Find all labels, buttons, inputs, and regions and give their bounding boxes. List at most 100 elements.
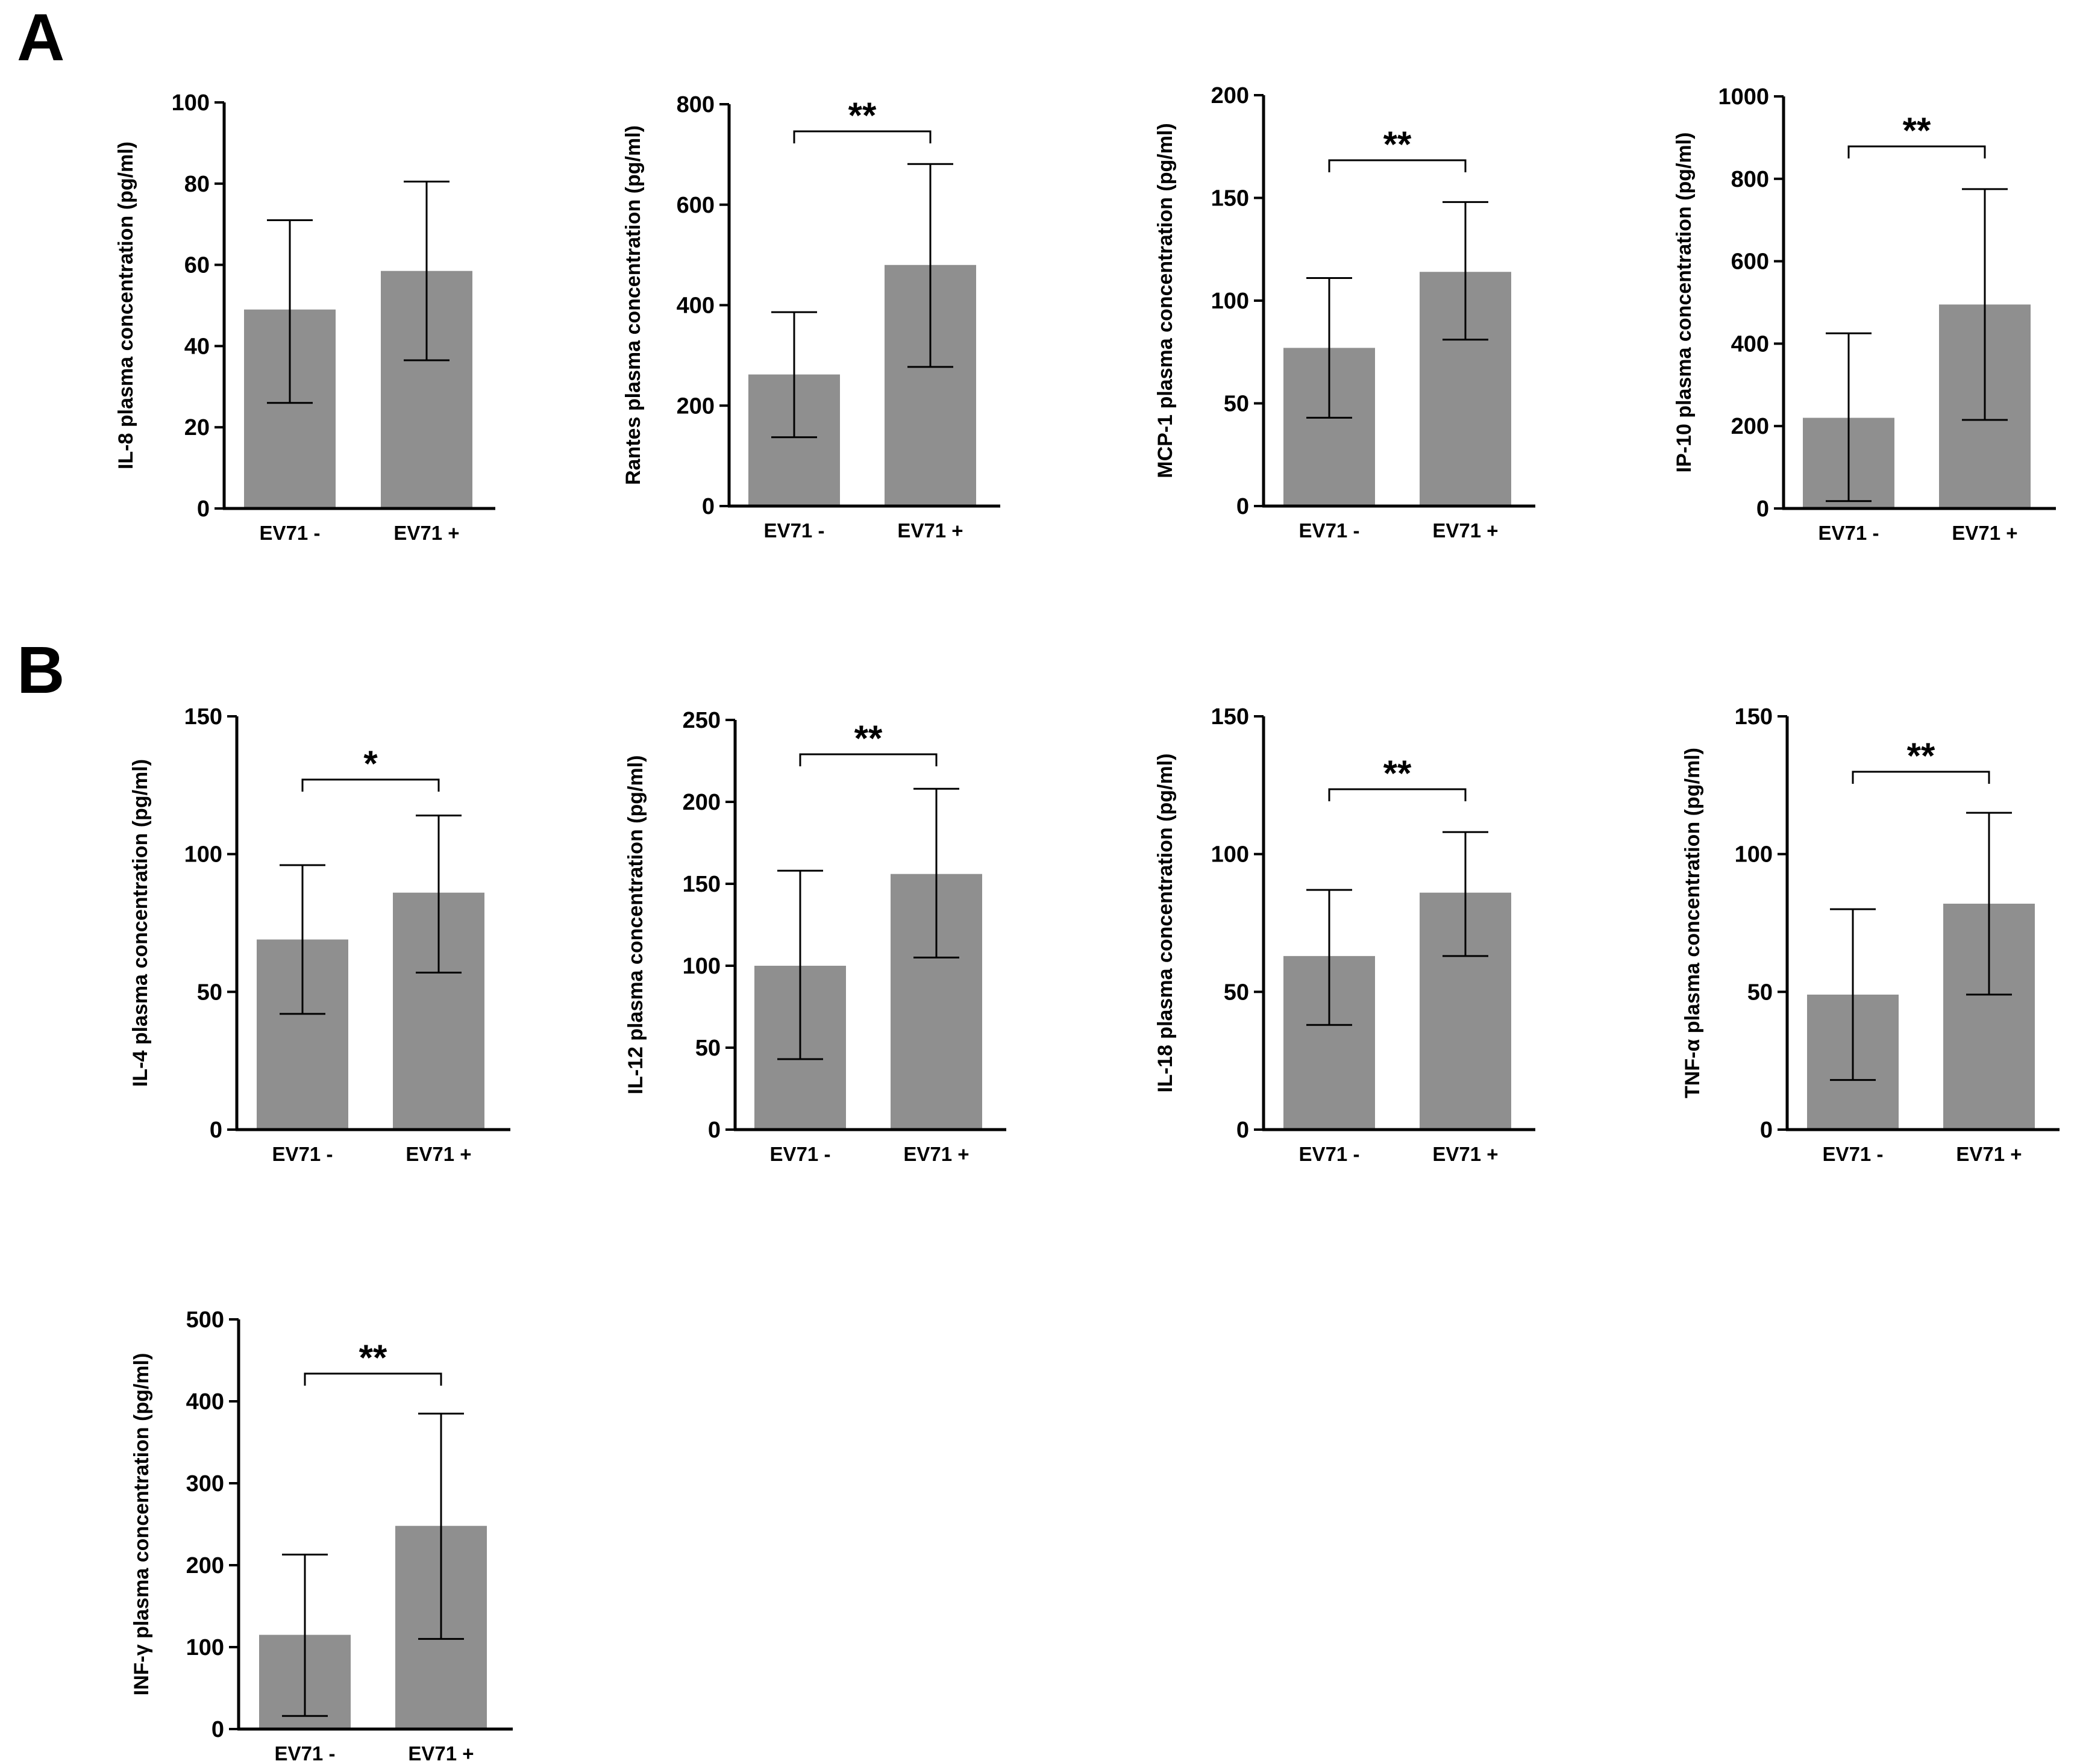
y-tick-label: 0 bbox=[1236, 494, 1249, 519]
y-tick-label: 100 bbox=[1211, 842, 1249, 868]
y-tick-label: 0 bbox=[211, 1717, 224, 1742]
y-tick-label: 200 bbox=[186, 1553, 224, 1578]
y-tick-label: 80 bbox=[184, 172, 210, 197]
chart-4: EV71 - EV71 + 0 200 400 600 800 1000 IP-10 plasm… bbox=[1673, 84, 2056, 544]
category-label: EV71 - bbox=[1299, 1143, 1360, 1165]
y-tick-label: 0 bbox=[708, 1118, 721, 1143]
significance-label: ** bbox=[1383, 124, 1412, 164]
y-tick-label: 1000 bbox=[1718, 84, 1769, 110]
y-tick-label: 150 bbox=[1211, 186, 1249, 211]
chart-2: EV71 - EV71 + 0 200 400 600 800 Rantes plasma c… bbox=[622, 92, 1000, 542]
category-label: EV71 + bbox=[897, 519, 963, 542]
chart-9: EV71 - EV71 + 0 100 200 300 400 500 INF-γ plasma… bbox=[130, 1307, 513, 1764]
y-tick-label: 200 bbox=[1211, 83, 1249, 108]
y-tick-label: 50 bbox=[1224, 392, 1249, 417]
y-axis-label: TNF-α plasma concentration (pg/ml) bbox=[1681, 748, 1704, 1098]
y-tick-label: 100 bbox=[1735, 842, 1773, 868]
y-tick-label: 800 bbox=[677, 92, 715, 117]
y-axis-label: IL-8 plasma concentration (pg/ml) bbox=[114, 142, 137, 469]
y-tick-label: 0 bbox=[1760, 1118, 1773, 1143]
y-tick-label: 50 bbox=[695, 1036, 721, 1061]
y-tick-label: 0 bbox=[197, 496, 210, 522]
significance-label: ** bbox=[1907, 736, 1935, 776]
y-tick-label: 200 bbox=[677, 393, 715, 419]
category-label: EV71 + bbox=[406, 1143, 471, 1165]
category-label: EV71 - bbox=[1819, 522, 1879, 544]
y-tick-label: 300 bbox=[186, 1471, 224, 1497]
significance-bracket bbox=[1328, 788, 1467, 801]
y-tick-label: 150 bbox=[683, 872, 721, 897]
significance-label: ** bbox=[1383, 753, 1412, 793]
y-axis-label: INF-γ plasma concentration (pg/ml) bbox=[130, 1353, 153, 1696]
panel-letter-b: B bbox=[17, 633, 64, 707]
category-label: EV71 - bbox=[1299, 519, 1360, 542]
y-tick-label: 100 bbox=[184, 842, 222, 868]
y-axis-label: IL-4 plasma concentration (pg/ml) bbox=[129, 759, 152, 1087]
y-tick-label: 200 bbox=[1731, 414, 1769, 439]
y-tick-label: 400 bbox=[1731, 331, 1769, 357]
y-tick-label: 60 bbox=[184, 253, 210, 278]
category-label: EV71 - bbox=[1823, 1143, 1884, 1165]
y-tick-label: 0 bbox=[1756, 496, 1769, 522]
significance-bracket bbox=[301, 778, 440, 792]
y-tick-label: 400 bbox=[186, 1389, 224, 1415]
y-tick-label: 100 bbox=[1211, 289, 1249, 314]
category-label: EV71 - bbox=[770, 1143, 831, 1165]
significance-label: ** bbox=[854, 718, 883, 758]
significance-label: ** bbox=[1903, 110, 1931, 151]
significance-bracket bbox=[1328, 159, 1467, 172]
y-axis-label: IL-18 plasma concentration (pg/ml) bbox=[1154, 754, 1177, 1093]
y-tick-label: 40 bbox=[184, 334, 210, 359]
y-tick-label: 100 bbox=[683, 954, 721, 979]
y-axis-label: IL-12 plasma concentration (pg/ml) bbox=[624, 755, 647, 1095]
chart-8: EV71 - EV71 + 0 50 100 150 TNF-α plasma concen… bbox=[1681, 704, 2060, 1165]
y-tick-label: 150 bbox=[184, 704, 222, 730]
y-tick-label: 200 bbox=[683, 790, 721, 815]
category-label: EV71 - bbox=[272, 1143, 333, 1165]
significance-label: ** bbox=[359, 1337, 387, 1378]
category-label: EV71 - bbox=[260, 522, 321, 544]
y-tick-label: 0 bbox=[210, 1118, 222, 1143]
y-tick-label: 0 bbox=[1236, 1118, 1249, 1143]
y-axis-label: Rantes plasma concentration (pg/ml) bbox=[622, 125, 645, 485]
y-tick-label: 400 bbox=[677, 293, 715, 319]
significance-bracket bbox=[1852, 771, 1990, 784]
y-tick-label: 150 bbox=[1735, 704, 1773, 730]
y-tick-label: 500 bbox=[186, 1307, 224, 1333]
category-label: EV71 + bbox=[1956, 1143, 2022, 1165]
chart-7: EV71 - EV71 + 0 50 100 150 IL-18 plasma concen… bbox=[1154, 704, 1535, 1165]
y-tick-label: 100 bbox=[172, 90, 210, 116]
y-tick-label: 150 bbox=[1211, 704, 1249, 730]
y-tick-label: 600 bbox=[677, 193, 715, 218]
significance-bracket bbox=[1847, 145, 1986, 158]
category-label: EV71 + bbox=[1952, 522, 2017, 544]
category-label: EV71 - bbox=[275, 1742, 336, 1764]
category-label: EV71 + bbox=[903, 1143, 969, 1165]
category-label: EV71 + bbox=[1432, 519, 1498, 542]
category-label: EV71 - bbox=[764, 519, 825, 542]
y-tick-label: 0 bbox=[702, 494, 715, 519]
category-label: EV71 + bbox=[1432, 1143, 1498, 1165]
chart-5: EV71 - EV71 + 0 50 100 150 IL-4 plasma concent… bbox=[129, 704, 510, 1165]
chart-1: EV71 - EV71 + 0 20 40 60 80 100 IL-8 plasma conc… bbox=[114, 90, 495, 544]
y-tick-label: 100 bbox=[186, 1635, 224, 1660]
significance-bracket bbox=[304, 1372, 442, 1386]
y-tick-label: 20 bbox=[184, 415, 210, 440]
y-tick-label: 50 bbox=[1747, 980, 1773, 1005]
significance-label: * bbox=[363, 743, 378, 784]
category-label: EV71 + bbox=[393, 522, 459, 544]
significance-bracket bbox=[799, 753, 938, 766]
y-tick-label: 250 bbox=[683, 708, 721, 733]
y-tick-label: 50 bbox=[1224, 980, 1249, 1005]
significance-label: ** bbox=[848, 95, 877, 136]
panel-letter-a: A bbox=[17, 1, 64, 75]
y-axis-label: IP-10 plasma concentration (pg/ml) bbox=[1673, 133, 1696, 473]
charts-group: EV71 - EV71 + 0 20 40 60 80 100 IL-8 plasma conc… bbox=[114, 83, 2060, 1764]
y-tick-label: 50 bbox=[197, 980, 222, 1005]
significance-bracket bbox=[793, 130, 932, 143]
y-tick-label: 800 bbox=[1731, 167, 1769, 192]
chart-3: EV71 - EV71 + 0 50 100 150 200 MCP-1 plasma con… bbox=[1154, 83, 1535, 542]
category-label: EV71 + bbox=[408, 1742, 474, 1764]
y-tick-label: 600 bbox=[1731, 249, 1769, 275]
